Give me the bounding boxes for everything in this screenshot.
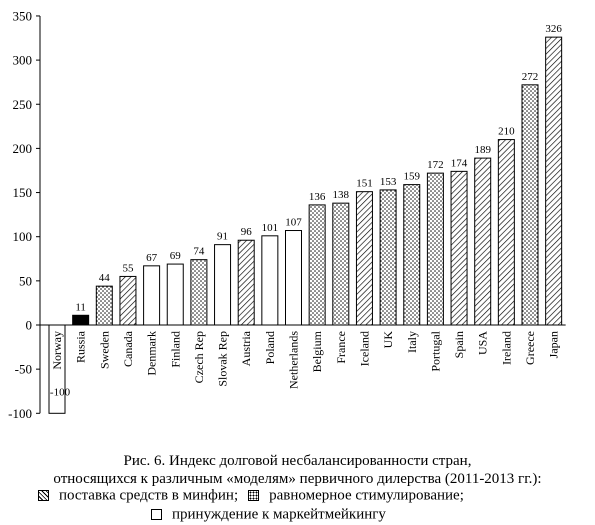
category-label: Slovak Rep xyxy=(216,331,230,387)
category-label: Denmark xyxy=(145,331,159,376)
value-label: 74 xyxy=(193,246,205,258)
bar-belgium xyxy=(308,204,326,326)
bar-finland xyxy=(166,263,184,326)
value-label: 172 xyxy=(427,159,444,171)
value-label: 96 xyxy=(241,226,253,238)
bar-canada xyxy=(119,275,137,326)
category-label: Japan xyxy=(547,331,561,358)
y-tick-label: 100 xyxy=(13,229,33,244)
value-label: 44 xyxy=(99,272,111,284)
bar-poland xyxy=(261,235,279,326)
y-tick-label: 150 xyxy=(13,185,33,200)
y-tick-label: 200 xyxy=(13,141,33,156)
bar-czech-rep xyxy=(190,259,208,326)
y-tick-label: 0 xyxy=(26,318,33,333)
bar-russia xyxy=(72,314,90,326)
category-label: Netherlands xyxy=(287,331,301,389)
category-label: Belgium xyxy=(310,330,324,372)
category-label: Sweden xyxy=(97,331,111,369)
category-label: Iceland xyxy=(357,331,371,366)
category-label: Portugal xyxy=(428,330,442,371)
y-tick-label: 300 xyxy=(13,53,33,68)
bar-austria xyxy=(237,239,255,326)
value-label: 159 xyxy=(404,171,421,183)
y-tick-label: 50 xyxy=(19,273,32,288)
bar-spain xyxy=(450,170,468,326)
legend-row-1: поставка средств в минфин; равномерное ст… xyxy=(38,486,464,505)
value-label: 210 xyxy=(498,126,515,138)
bar-norway xyxy=(48,324,66,414)
value-label: 326 xyxy=(545,23,562,35)
value-labels: -100 11 44 55 67 69 74 91 96 101 107 136 138 151 153 15… xyxy=(50,23,562,398)
value-label: 91 xyxy=(217,231,228,243)
value-label: 136 xyxy=(309,191,326,203)
bar-ireland xyxy=(497,139,515,326)
bars xyxy=(48,36,563,414)
category-label: France xyxy=(334,331,348,364)
category-label: Poland xyxy=(263,331,277,364)
value-label: 174 xyxy=(451,157,468,169)
y-tick-label: -50 xyxy=(15,362,32,377)
category-label: Italy xyxy=(405,331,419,353)
legend-label-hatch: поставка средств в минфин; xyxy=(59,487,239,504)
y-tick-label: -100 xyxy=(8,406,32,421)
value-label: 69 xyxy=(170,250,182,262)
bar-japan xyxy=(545,36,563,326)
value-label: 101 xyxy=(262,222,279,234)
value-label: 11 xyxy=(75,301,86,313)
category-label: USA xyxy=(476,331,490,355)
y-axis: -100 -50 0 50 100 150 200 250 300 350 xyxy=(8,8,566,421)
bar-france xyxy=(332,202,350,326)
bar-uk xyxy=(379,189,397,326)
category-label: Finland xyxy=(168,331,182,368)
figure-caption-line1: Рис. 6. Индекс долговой несбалансированн… xyxy=(123,453,472,469)
bar-iceland xyxy=(355,191,373,326)
legend-swatch-dots xyxy=(248,490,260,502)
bar-italy xyxy=(403,184,421,326)
legend-swatch-plain xyxy=(151,509,162,521)
bar-slovak-rep xyxy=(214,244,232,326)
legend-row-2: принуждение к маркейтмейкингу xyxy=(151,505,386,524)
legend-label-dots: равномерное стимулирование; xyxy=(269,487,464,504)
value-label: 151 xyxy=(356,178,373,190)
value-label: 107 xyxy=(285,217,302,229)
bar-chart: -100 -50 0 50 100 150 200 250 300 350 -100 11 44 55 6… xyxy=(8,8,566,421)
category-label: Ireland xyxy=(499,331,513,365)
value-label: 189 xyxy=(474,144,491,156)
category-label: Norway xyxy=(50,331,64,370)
value-label: 55 xyxy=(122,262,134,274)
value-label: 138 xyxy=(333,189,350,201)
bar-usa xyxy=(474,157,492,326)
category-label: Greece xyxy=(523,331,537,365)
legend-swatch-hatch xyxy=(38,490,49,502)
category-labels: Norway Russia Sweden Canada Denmark Finland Cz… xyxy=(50,330,561,389)
value-label: 67 xyxy=(146,252,158,264)
y-tick-label: 250 xyxy=(13,97,33,112)
bar-portugal xyxy=(426,172,444,326)
bar-denmark xyxy=(143,265,161,326)
category-label: Canada xyxy=(121,330,135,367)
bar-greece xyxy=(521,84,539,326)
bar-netherlands xyxy=(285,230,302,326)
value-label: -100 xyxy=(50,386,71,398)
value-label: 272 xyxy=(522,71,539,83)
category-label: Czech Rep xyxy=(192,331,206,383)
figure-caption-line2: относящихся к различным «моделям» первич… xyxy=(53,471,542,487)
bar-sweden xyxy=(95,285,113,326)
legend-label-plain: принуждение к маркейтмейкингу xyxy=(172,506,386,523)
y-tick-label: 350 xyxy=(13,8,33,23)
category-label: UK xyxy=(381,331,395,349)
category-label: Spain xyxy=(452,331,466,358)
category-label: Russia xyxy=(74,330,88,363)
category-label: Austria xyxy=(239,330,253,366)
value-label: 153 xyxy=(380,176,397,188)
